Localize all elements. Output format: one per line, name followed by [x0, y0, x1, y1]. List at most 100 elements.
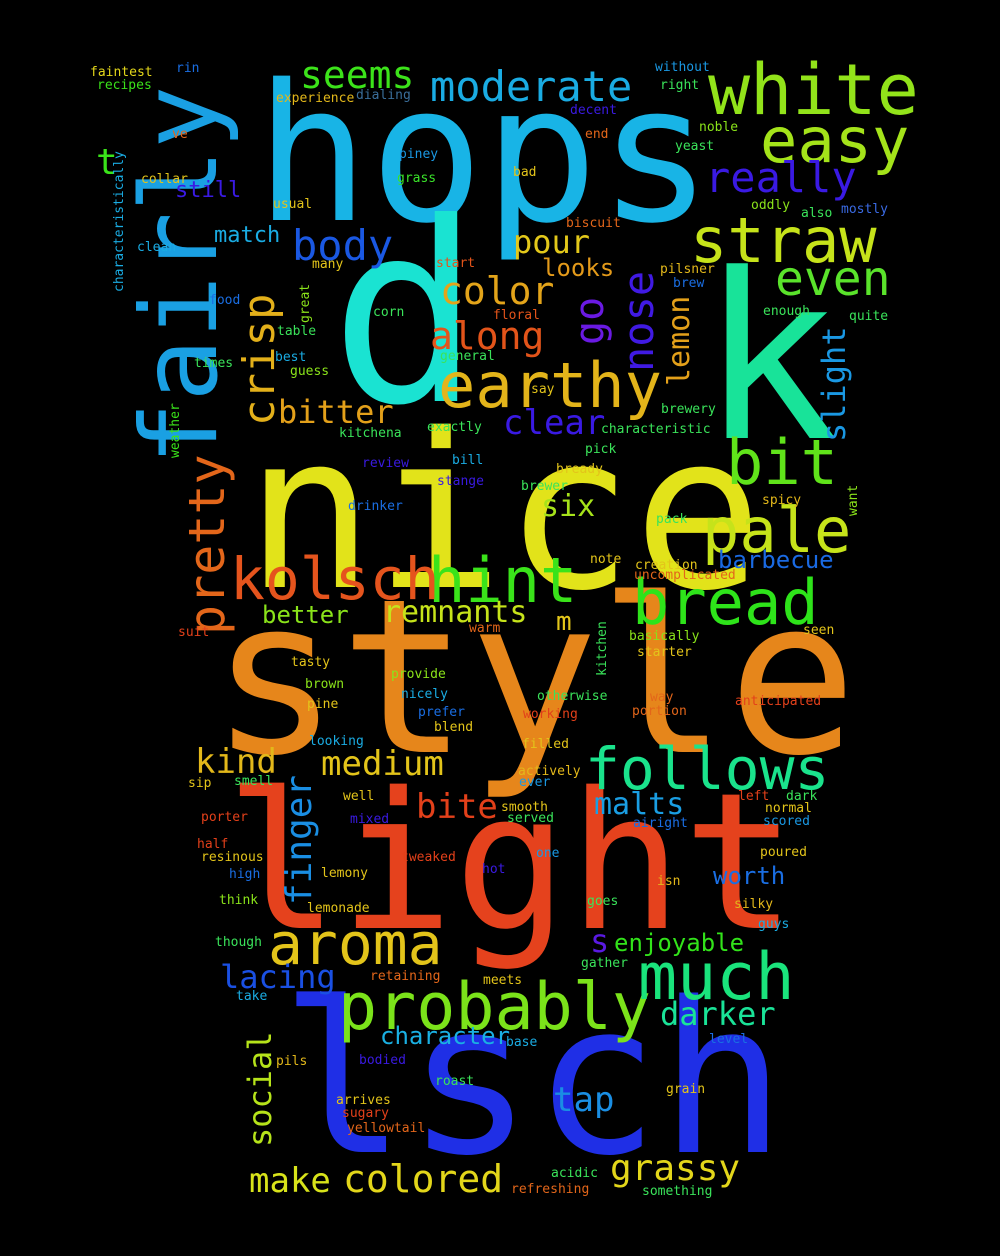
word-175: bodied: [359, 1053, 406, 1068]
word-181: acidic: [551, 1166, 598, 1181]
word-16: bread: [632, 566, 819, 639]
word-25: color: [440, 269, 555, 313]
word-64: rin: [176, 61, 200, 76]
word-29: really: [705, 153, 857, 202]
word-180: yellowtail: [347, 1121, 426, 1136]
word-26: along: [430, 314, 545, 358]
word-74: collar: [141, 172, 188, 187]
word-103: kitchena: [339, 426, 402, 441]
word-112: spicy: [762, 493, 802, 508]
word-169: retaining: [370, 969, 441, 984]
word-114: drinker: [348, 499, 403, 514]
word-133: prefer: [418, 705, 465, 720]
word-3: light: [225, 752, 797, 973]
word-51: lacing: [220, 958, 336, 996]
word-168: gather: [581, 956, 628, 971]
word-129: otherwise: [537, 689, 608, 704]
word-88: brew: [673, 276, 705, 291]
word-58: grassy: [610, 1148, 741, 1189]
word-1: nice: [245, 387, 763, 638]
word-46: bite: [416, 787, 498, 827]
word-89: food: [209, 293, 241, 308]
word-110: stange: [437, 474, 484, 489]
word-183: something: [642, 1184, 713, 1199]
word-90: great: [298, 283, 313, 323]
word-20: kolsch: [230, 545, 440, 613]
word-146: smooth: [501, 800, 548, 815]
word-37: clear: [503, 403, 606, 443]
word-150: airight: [633, 816, 688, 831]
word-164: goes: [587, 894, 619, 909]
word-36: bitter: [278, 393, 394, 431]
word-15: follows: [585, 735, 830, 803]
word-116: note: [590, 552, 622, 567]
word-21: aroma: [268, 910, 443, 978]
word-50: enjoyable: [614, 929, 745, 957]
word-151: scored: [763, 814, 810, 829]
word-66: dialing: [356, 88, 411, 103]
word-158: high: [229, 867, 261, 882]
word-9: easy: [760, 104, 910, 177]
word-28: seems: [300, 53, 415, 97]
word-96: best: [275, 350, 307, 365]
word-141: actively: [518, 764, 581, 779]
word-156: one: [536, 846, 560, 861]
word-101: brewery: [661, 402, 716, 417]
word-11: even: [775, 251, 891, 307]
word-160: hot: [482, 862, 506, 877]
word-104: exactly: [427, 420, 482, 435]
word-162: think: [219, 893, 259, 908]
word-102: weather: [168, 403, 183, 458]
word-118: uncomplicated: [634, 568, 736, 583]
word-106: pick: [585, 442, 617, 457]
word-72: yeast: [675, 139, 715, 154]
word-65: experience: [276, 91, 355, 106]
word-2: style: [210, 552, 858, 803]
word-61: match: [214, 223, 281, 248]
word-33: looks: [542, 254, 615, 282]
word-4: lsch: [280, 957, 786, 1202]
word-155: tweaked: [401, 850, 456, 865]
word-177: grain: [666, 1082, 706, 1097]
word-108: bill: [452, 453, 484, 468]
word-113: want: [846, 484, 861, 516]
word-143: left: [738, 789, 770, 804]
word-149: served: [507, 811, 554, 826]
word-70: noble: [699, 120, 739, 135]
word-178: arrives: [336, 1093, 391, 1108]
word-179: sugary: [342, 1106, 389, 1121]
word-99: guess: [290, 364, 330, 379]
word-117: creation: [635, 558, 698, 573]
word-171: take: [236, 989, 268, 1004]
word-6: k: [700, 226, 839, 493]
word-173: base: [506, 1035, 538, 1050]
word-80: oddly: [751, 198, 791, 213]
word-52: social: [241, 1031, 279, 1147]
word-71: end: [585, 127, 609, 142]
word-32: pour: [513, 223, 591, 261]
word-122: basically: [629, 629, 700, 644]
word-142: ever: [519, 775, 551, 790]
word-10: straw: [690, 204, 877, 277]
word-30: go: [567, 296, 613, 345]
word-161: isn: [657, 874, 681, 889]
word-84: clean: [137, 240, 177, 255]
word-82: mostly: [841, 202, 888, 217]
word-126: provide: [391, 667, 446, 682]
word-54: darker: [660, 995, 776, 1033]
word-140: smell: [234, 774, 274, 789]
word-176: roast: [435, 1074, 475, 1089]
word-24: body: [292, 221, 394, 270]
word-55: tap: [553, 1080, 615, 1120]
word-159: lemony: [321, 866, 368, 881]
word-92: floral: [493, 308, 540, 323]
word-131: anticipated: [735, 694, 822, 709]
word-165: silky: [734, 897, 774, 912]
word-152: porter: [201, 810, 248, 825]
word-163: lemonade: [307, 901, 370, 916]
word-91: corn: [373, 305, 405, 320]
word-13: probably: [338, 970, 652, 1045]
word-98: times: [194, 356, 234, 371]
word-120: warm: [469, 621, 501, 636]
